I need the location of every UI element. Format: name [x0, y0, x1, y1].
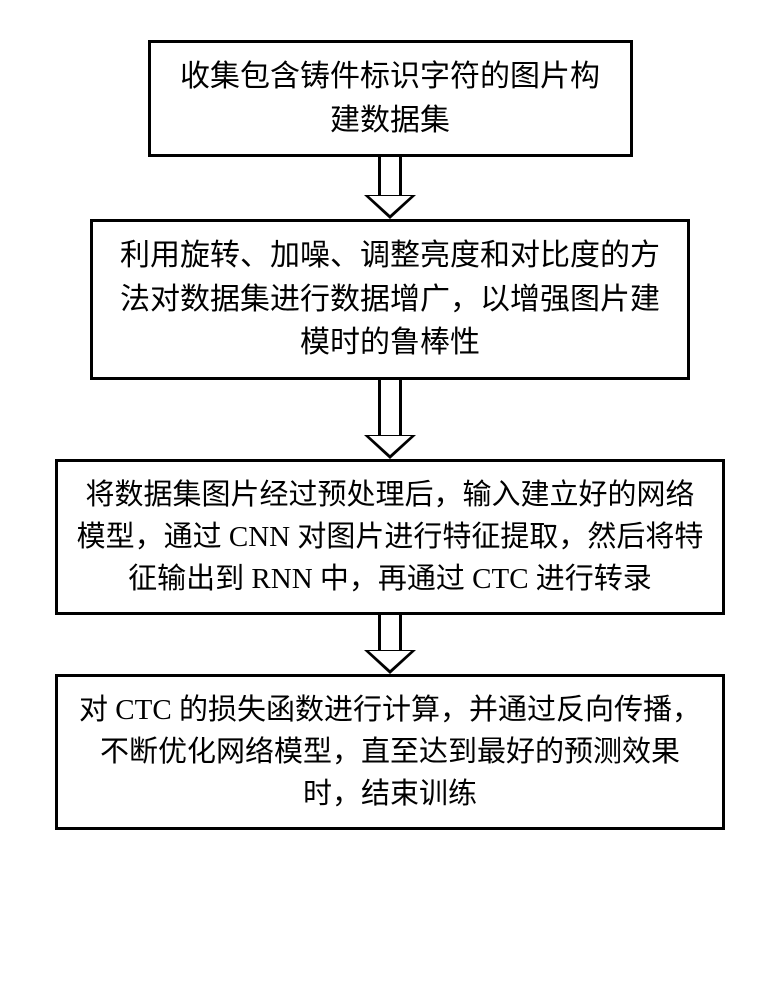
- arrow-1: [364, 157, 416, 219]
- step-2-text: 利用旋转、加噪、调整亮度和对比度的方法对数据集进行数据增广，以增强图片建模时的鲁…: [109, 234, 671, 365]
- arrow-3: [364, 615, 416, 674]
- arrow-head-icon: [364, 435, 416, 459]
- arrow-head-icon: [364, 650, 416, 674]
- step-3-text: 将数据集图片经过预处理后，输入建立好的网络模型，通过 CNN 对图片进行特征提取…: [74, 474, 706, 600]
- step-1-text: 收集包含铸件标识字符的图片构建数据集: [167, 55, 614, 142]
- flowchart-step-3: 将数据集图片经过预处理后，输入建立好的网络模型，通过 CNN 对图片进行特征提取…: [55, 459, 725, 615]
- arrow-head-icon: [364, 195, 416, 219]
- arrow-2: [364, 380, 416, 459]
- arrow-stem: [378, 157, 402, 195]
- arrow-stem: [378, 380, 402, 435]
- flowchart-step-4: 对 CTC 的损失函数进行计算，并通过反向传播，不断优化网络模型，直至达到最好的…: [55, 674, 725, 830]
- flowchart-step-1: 收集包含铸件标识字符的图片构建数据集: [148, 40, 633, 157]
- flowchart-step-2: 利用旋转、加噪、调整亮度和对比度的方法对数据集进行数据增广，以增强图片建模时的鲁…: [90, 219, 690, 380]
- step-4-text: 对 CTC 的损失函数进行计算，并通过反向传播，不断优化网络模型，直至达到最好的…: [74, 689, 706, 815]
- arrow-stem: [378, 615, 402, 650]
